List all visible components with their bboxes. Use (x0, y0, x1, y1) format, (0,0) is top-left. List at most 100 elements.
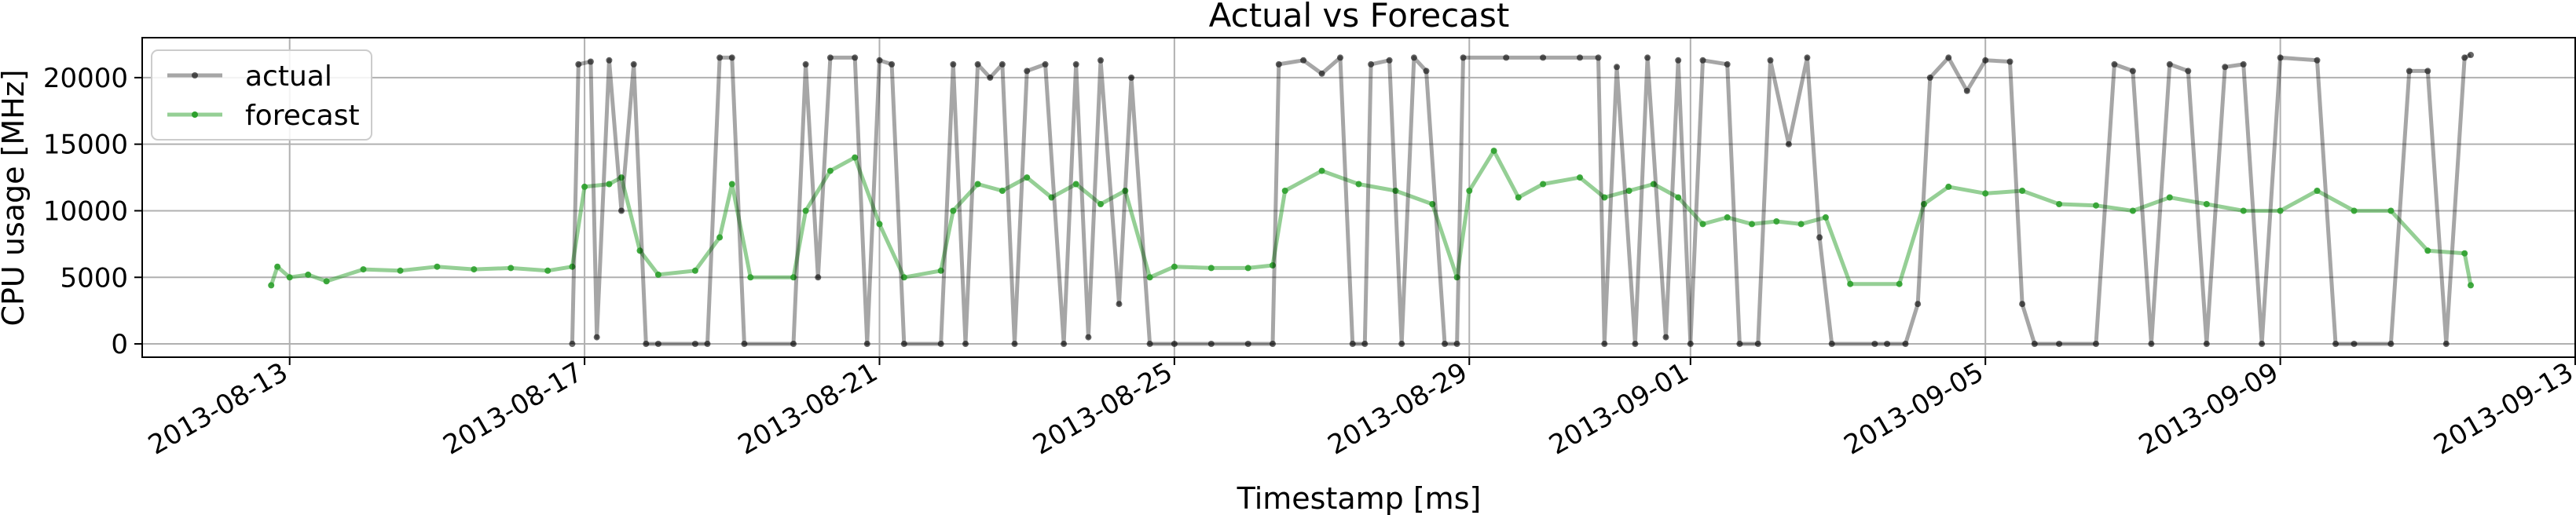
forecast-point (581, 183, 588, 190)
forecast-point (1122, 188, 1129, 194)
actual-point (1644, 54, 1651, 61)
actual-point (1816, 234, 1823, 241)
actual-point (852, 54, 859, 61)
forecast-point (2166, 194, 2173, 201)
legend: actual forecast (151, 49, 372, 141)
actual-point (1614, 64, 1620, 71)
actual-point (1146, 341, 1153, 347)
forecast-point (1097, 201, 1104, 207)
legend-forecast-marker (192, 111, 198, 118)
forecast-point (1355, 181, 1362, 188)
forecast-point (1822, 214, 1829, 221)
actual-point (889, 60, 896, 68)
actual-point (950, 60, 957, 68)
forecast-point (2424, 247, 2431, 254)
actual-point (654, 341, 661, 347)
forecast-point (1921, 201, 1927, 207)
actual-point (826, 54, 834, 61)
forecast-point (1171, 263, 1178, 270)
actual-point (2019, 301, 2026, 308)
actual-point (1871, 341, 1878, 347)
forecast-point (2129, 207, 2136, 214)
actual-point (2424, 68, 2431, 75)
actual-point (2406, 68, 2413, 75)
actual-point (1300, 57, 1307, 64)
forecast-point (1318, 167, 1325, 174)
forecast-point (852, 154, 859, 161)
actual-point (2461, 54, 2468, 61)
actual-point (1011, 341, 1018, 347)
actual-point (962, 341, 969, 347)
forecast-point (1577, 174, 1583, 181)
actual-point (1361, 341, 1369, 347)
actual-point (2031, 341, 2038, 347)
forecast-point (1024, 174, 1031, 181)
actual-point (1097, 57, 1104, 64)
actual-point (1785, 141, 1792, 148)
legend-forecast-label: forecast (245, 100, 360, 132)
actual-point (802, 60, 809, 68)
actual-series (569, 52, 2474, 347)
actual-point (999, 60, 1006, 68)
forecast-series (268, 148, 2474, 289)
forecast-point (728, 181, 735, 188)
forecast-point (2093, 202, 2099, 209)
actual-point (1662, 334, 1669, 341)
actual-point (987, 74, 994, 81)
actual-point (1116, 301, 1123, 308)
forecast-point (2351, 207, 2358, 214)
forecast-point (636, 247, 643, 254)
forecast-point (1896, 280, 1903, 287)
forecast-point (569, 263, 576, 270)
actual-point (2148, 341, 2155, 347)
actual-point (1072, 60, 1079, 68)
forecast-point (2056, 201, 2063, 207)
forecast-point (606, 181, 613, 188)
forecast-point (1146, 274, 1153, 281)
actual-point (1724, 60, 1731, 68)
actual-point (2351, 341, 2358, 347)
actual-point (1398, 341, 1405, 347)
forecast-point (1466, 188, 1473, 194)
forecast-point (1601, 194, 1608, 201)
forecast-point (471, 266, 478, 273)
forecast-point (654, 271, 661, 278)
actual-point (1349, 341, 1356, 347)
actual-point (1687, 341, 1694, 347)
forecast-point (434, 263, 441, 270)
forecast-point (691, 267, 698, 274)
actual-point (2332, 341, 2339, 347)
actual-point (1337, 54, 1343, 61)
actual-point (2111, 60, 2118, 68)
actual-point (1577, 54, 1583, 61)
forecast-point (1048, 194, 1055, 201)
actual-point (1460, 54, 1467, 61)
plot-frame (141, 37, 2576, 358)
forecast-point (2461, 250, 2468, 257)
actual-point (1828, 341, 1835, 347)
forecast-point (1699, 221, 1706, 228)
forecast-point (1945, 183, 1952, 190)
actual-point (1442, 341, 1448, 347)
forecast-point (716, 234, 724, 241)
actual-point (728, 54, 735, 61)
actual-point (1754, 341, 1761, 347)
actual-point (569, 341, 576, 347)
actual-point (1982, 57, 1989, 64)
actual-point (937, 341, 944, 347)
forecast-point (790, 274, 797, 281)
actual-point (606, 57, 613, 64)
actual-point (1410, 54, 1417, 61)
actual-point (1804, 54, 1811, 61)
actual-point (2222, 64, 2229, 71)
forecast-point (1281, 188, 1288, 194)
forecast-point (1207, 265, 1215, 272)
x-axis-label: Timestamp [ms] (1237, 481, 1482, 515)
forecast-point (1650, 181, 1657, 188)
actual-point (1945, 54, 1952, 61)
forecast-point (1847, 280, 1854, 287)
actual-point (1963, 87, 1970, 94)
actual-point (900, 341, 907, 347)
actual-point (2468, 52, 2474, 58)
